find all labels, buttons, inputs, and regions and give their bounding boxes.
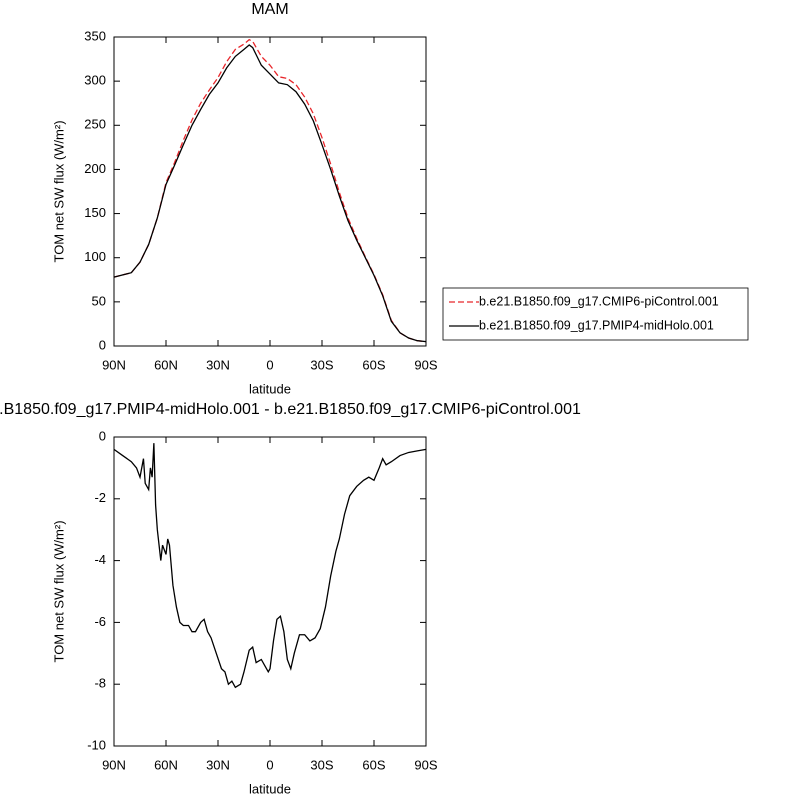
plot-frame <box>113 36 427 347</box>
data-line <box>113 44 427 343</box>
y-tick-label: 150 <box>84 205 106 220</box>
x-tick-label: 0 <box>266 357 273 372</box>
y-tick-label: 250 <box>84 117 106 132</box>
y-axis-label: TOM net SW flux (W/m²) <box>51 520 66 662</box>
plot-frame <box>113 436 427 747</box>
y-tick-label: 300 <box>84 73 106 88</box>
x-tick-label: 60S <box>362 757 385 772</box>
x-axis-label: latitude <box>249 381 291 396</box>
y-axis-label: TOM net SW flux (W/m²) <box>51 120 66 262</box>
legend-label: b.e21.B1850.f09_g17.PMIP4-midHolo.001 <box>479 318 714 332</box>
x-tick-label: 30S <box>310 757 333 772</box>
x-axis-label: latitude <box>249 781 291 796</box>
x-tick-label: 30N <box>206 357 230 372</box>
x-tick-label: 60N <box>154 757 178 772</box>
x-tick-label: 60S <box>362 357 385 372</box>
data-line <box>113 443 427 689</box>
x-tick-label: 90N <box>102 357 126 372</box>
x-tick-label: 90S <box>414 757 437 772</box>
y-tick-label: 350 <box>84 28 106 43</box>
y-tick-label: -4 <box>94 552 106 567</box>
y-tick-label: 100 <box>84 249 106 264</box>
chart-title: b.e21.B1850.f09_g17.PMIP4-midHolo.001 - … <box>0 401 581 418</box>
y-tick-label: 0 <box>99 337 106 352</box>
y-tick-label: 200 <box>84 161 106 176</box>
x-tick-label: 30S <box>310 357 333 372</box>
y-tick-label: -10 <box>87 737 106 752</box>
x-tick-label: 90S <box>414 357 437 372</box>
x-tick-label: 0 <box>266 757 273 772</box>
legend-box <box>442 287 749 341</box>
legend-label: b.e21.B1850.f09_g17.CMIP6-piControl.001 <box>479 294 719 308</box>
x-tick-label: 30N <box>206 757 230 772</box>
y-tick-label: -2 <box>94 490 106 505</box>
y-tick-label: 0 <box>99 428 106 443</box>
data-line <box>113 38 427 343</box>
y-tick-label: -6 <box>94 614 106 629</box>
x-tick-label: 60N <box>154 357 178 372</box>
y-tick-label: 50 <box>92 293 106 308</box>
x-tick-label: 90N <box>102 757 126 772</box>
chart-title: MAM <box>251 1 288 18</box>
y-tick-label: -8 <box>94 676 106 691</box>
